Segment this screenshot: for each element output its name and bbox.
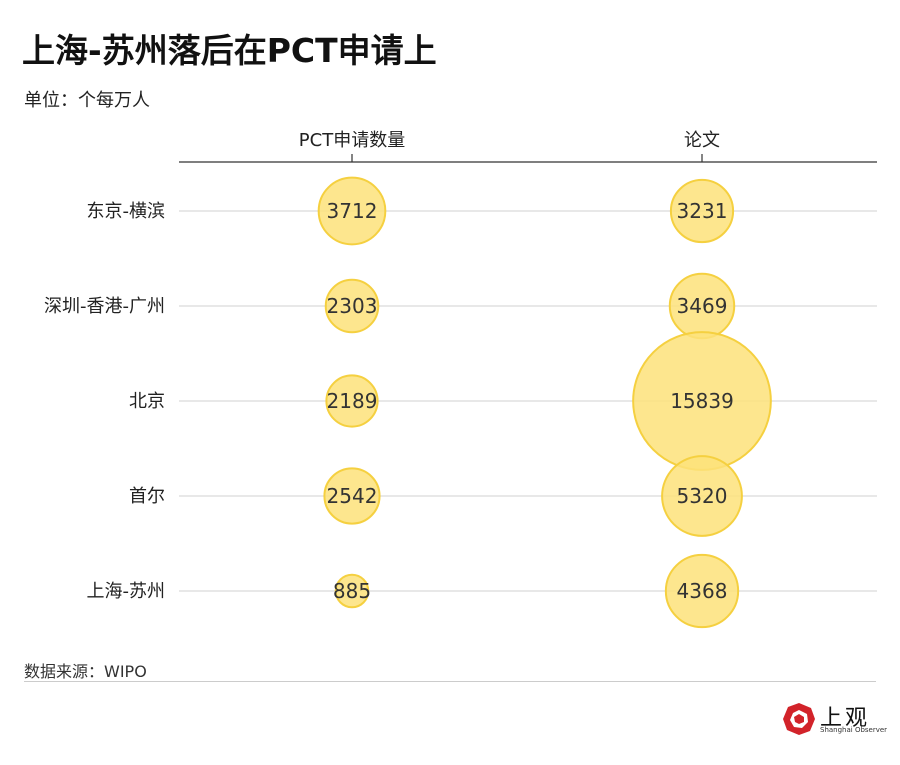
column-header: 论文: [684, 130, 720, 151]
data-bubble: [664, 553, 740, 629]
category-label: 上海-苏州: [87, 581, 166, 602]
data-bubble: [661, 455, 743, 537]
value-label: 5320: [677, 484, 728, 508]
category-label: 东京-横滨: [87, 201, 166, 222]
value-label: 2303: [327, 294, 378, 318]
value-label: 4368: [677, 579, 728, 603]
category-label: 深圳-香港-广州: [44, 296, 165, 317]
value-label: 3469: [677, 294, 728, 318]
data-bubble: [334, 573, 370, 609]
data-bubble: [669, 178, 735, 244]
value-label: 3712: [327, 199, 378, 223]
brand-logo: 上观 Shanghai Observer: [782, 700, 887, 740]
value-label: 2189: [327, 389, 378, 413]
data-bubble: [317, 176, 387, 246]
value-label: 3231: [677, 199, 728, 223]
data-bubble: [323, 467, 381, 525]
data-bubble: [324, 278, 380, 334]
chart-unit-subtitle: 单位：个每万人: [24, 90, 150, 111]
column-header: PCT申请数量: [299, 130, 405, 151]
chart-title: 上海-苏州落后在PCT申请上: [22, 31, 437, 70]
category-label: 北京: [129, 391, 165, 412]
brand-tagline: Shanghai Observer: [820, 726, 888, 734]
data-source-note: 数据来源：WIPO: [24, 662, 147, 681]
data-bubble: [325, 374, 379, 428]
value-label: 2542: [327, 484, 378, 508]
footer-divider: [24, 681, 876, 682]
brand-name: 上观: [820, 706, 871, 731]
value-label: 15839: [670, 389, 734, 413]
shanghai-observer-logo-icon: [783, 703, 815, 735]
category-label: 首尔: [129, 486, 165, 507]
value-label: 885: [333, 579, 371, 603]
